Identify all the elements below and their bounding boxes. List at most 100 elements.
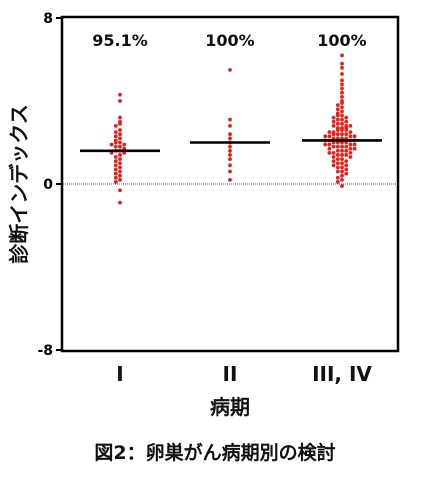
x-tick-label: III, IV: [312, 362, 372, 386]
percent-labels: 95.1% 100% 100%: [92, 31, 366, 50]
chart: 80-8 95.1% 100% 100% I II III, IV 病期 診断インデック…: [7, 11, 400, 419]
data-point: [335, 153, 340, 157]
percent-label: 100%: [205, 31, 254, 50]
data-point: [340, 165, 344, 170]
data-point: [344, 153, 349, 157]
data-point: [122, 142, 127, 147]
y-tick-label: -8: [37, 343, 53, 359]
data-point: [113, 134, 118, 139]
data-point: [335, 157, 340, 162]
figure-caption: 図2：卵巣がん病期別の検討: [94, 442, 336, 464]
data-point: [113, 155, 118, 159]
data-point: [344, 144, 349, 149]
data-point: [118, 136, 122, 141]
data-point: [118, 169, 122, 174]
data-point: [228, 177, 232, 182]
data-point: [344, 128, 349, 132]
data-point: [228, 132, 232, 137]
data-point: [118, 128, 122, 132]
data-point: [113, 144, 118, 149]
data-point: [340, 117, 344, 122]
data-point: [335, 103, 340, 108]
data-point: [335, 144, 340, 149]
data-point: [344, 119, 349, 124]
data-point: [113, 175, 118, 180]
data-point: [118, 153, 122, 157]
data-point: [109, 142, 114, 147]
data-point: [340, 177, 344, 182]
data-point: [118, 200, 122, 205]
data-point: [335, 121, 340, 126]
data-point: [335, 128, 340, 132]
data-point: [113, 167, 118, 172]
data-point: [323, 142, 328, 147]
data-point: [113, 140, 118, 145]
data-point: [228, 153, 232, 157]
data-point: [331, 144, 336, 149]
y-tick-label: 8: [43, 11, 53, 27]
data-point: [335, 175, 340, 180]
data-point: [118, 92, 122, 97]
data-point: [335, 132, 340, 137]
data-point: [228, 144, 232, 149]
data-point: [331, 132, 336, 137]
data-point: [118, 132, 122, 137]
data-point: [113, 130, 118, 135]
data-point: [118, 99, 122, 103]
data-point: [340, 90, 344, 95]
data-point: [340, 86, 344, 91]
data-point: [118, 161, 122, 166]
data-point: [228, 163, 232, 168]
data-point: [348, 134, 353, 139]
data-point: [327, 130, 332, 135]
data-point: [340, 132, 344, 137]
data-point: [340, 53, 344, 58]
x-tick-label: II: [223, 362, 238, 386]
data-point: [340, 153, 344, 157]
data-point: [340, 94, 344, 99]
y-ticks: 8 0 -8: [37, 11, 63, 359]
data-point: [113, 180, 118, 184]
median-lines: [80, 139, 382, 153]
data-point: [340, 144, 344, 149]
data-point: [340, 128, 344, 132]
data-point: [228, 67, 232, 72]
data-point: [348, 142, 353, 147]
data-point: [327, 134, 332, 139]
data-point: [228, 148, 232, 153]
data-point: [340, 169, 344, 174]
data-point: [228, 136, 232, 141]
data-point: [344, 115, 349, 120]
data-point: [331, 124, 336, 128]
x-axis-label: 病期: [210, 395, 250, 419]
data-point: [344, 163, 349, 168]
data-point: [113, 171, 118, 176]
data-point: [344, 132, 349, 137]
data-point: [228, 117, 232, 122]
data-point: [118, 173, 122, 178]
data-point: [340, 61, 344, 66]
data-point: [344, 148, 349, 153]
data-point: [340, 78, 344, 83]
data-point: [352, 142, 357, 147]
data-point: [118, 157, 122, 162]
data-point: [340, 157, 344, 162]
data-point: [118, 177, 122, 182]
data-point: [344, 171, 349, 176]
data-point: [340, 173, 344, 178]
data-point: [344, 159, 349, 164]
data-point: [331, 163, 336, 168]
data-point: [228, 169, 232, 174]
data-point: [118, 115, 122, 120]
data-point: [323, 134, 328, 139]
data-point: [331, 155, 336, 159]
data-point: [340, 101, 344, 105]
data-point: [118, 140, 122, 145]
data-point: [348, 146, 353, 151]
data-point: [340, 72, 344, 76]
x-tick-labels: I II III, IV: [116, 362, 372, 386]
data-point: [118, 144, 122, 149]
data-point: [113, 159, 118, 164]
data-point: [335, 113, 340, 118]
data-point: [327, 146, 332, 151]
